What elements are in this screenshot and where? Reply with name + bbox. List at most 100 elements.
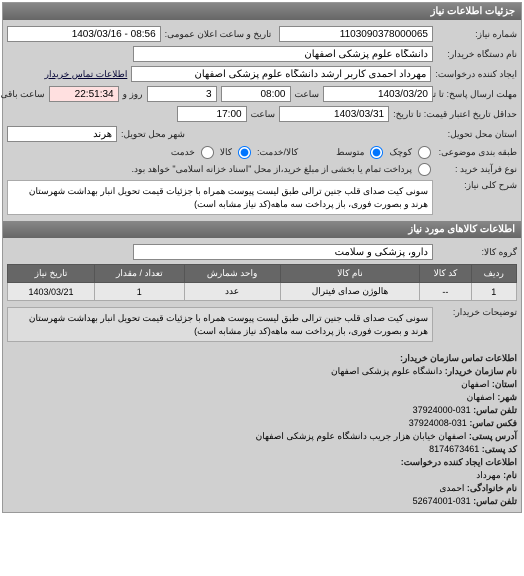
td-1: -- bbox=[420, 283, 471, 301]
row-buyer-org: نام دستگاه خریدار: bbox=[7, 44, 517, 64]
creator-phone-value: 031-52674001 bbox=[413, 496, 471, 506]
deadline-date-input[interactable] bbox=[323, 86, 433, 102]
th-1: کد کالا bbox=[420, 265, 471, 283]
pub-date-label: تاریخ و ساعت اعلان عمومی: bbox=[165, 29, 272, 40]
remain-label: ساعت باقی مانده bbox=[0, 89, 45, 100]
name-label: نام: bbox=[503, 470, 517, 480]
creator-header: اطلاعات ایجاد کننده درخواست: bbox=[401, 457, 517, 467]
th-5: تاریخ نیاز bbox=[8, 265, 95, 283]
request-no-label: شماره نیاز: bbox=[437, 29, 517, 40]
contact-org: نام سازمان خریدار: دانشگاه علوم پزشکی اص… bbox=[7, 365, 517, 378]
group-input[interactable] bbox=[133, 244, 433, 260]
contact-header: اطلاعات تماس سازمان خریدار: bbox=[400, 353, 517, 363]
contact-city: شهر: اصفهان bbox=[7, 391, 517, 404]
volume-label: طبقه بندی موضوعی: bbox=[437, 147, 517, 158]
row-location: استان محل تحویل: شهر محل تحویل: bbox=[7, 124, 517, 144]
goods-header: اطلاعات کالاهای مورد نیاز bbox=[3, 221, 521, 238]
family-value: احمدی bbox=[439, 483, 464, 493]
buyer-notes-text: سونی کیت صدای قلب جنین ترالی طبق لیست پی… bbox=[7, 307, 433, 342]
goods-table: ردیف کد کالا نام کالا واحد شمارش تعداد /… bbox=[7, 264, 517, 301]
province-value: اصفهان bbox=[461, 379, 489, 389]
row-group: گروه کالا: bbox=[7, 242, 517, 262]
requester-label: ایجاد کننده درخواست: bbox=[435, 69, 517, 80]
postal-label: کد پستی: bbox=[482, 444, 517, 454]
row-requester: ایجاد کننده درخواست: اطلاعات تماس خریدار bbox=[7, 64, 517, 84]
contact-address: آدرس پستی: اصفهان خیابان هزار جریب دانشگ… bbox=[7, 430, 517, 443]
city-input[interactable] bbox=[7, 126, 117, 142]
family-label: نام خانوادگی: bbox=[467, 483, 517, 493]
desc-title: شرح کلی نیاز: bbox=[437, 180, 517, 191]
radio-khedmat[interactable] bbox=[201, 146, 214, 159]
buyer-notes-label: توضیحات خریدار: bbox=[437, 307, 517, 318]
vol-opt1: کوچک bbox=[389, 147, 412, 158]
postal-value: 8174673461 bbox=[429, 444, 479, 454]
th-0: ردیف bbox=[471, 265, 516, 283]
contact-section: اطلاعات تماس سازمان خریدار: نام سازمان خ… bbox=[3, 348, 521, 512]
deadline-time-input[interactable] bbox=[221, 86, 291, 102]
city-value2: اصفهان bbox=[467, 392, 495, 402]
td-0: 1 bbox=[471, 283, 516, 301]
form-section: شماره نیاز: تاریخ و ساعت اعلان عمومی: نا… bbox=[3, 20, 521, 221]
contact-creator-phone: تلفن تماس: 031-52674001 bbox=[7, 495, 517, 508]
buyer-org-label: نام دستگاه خریدار: bbox=[437, 49, 517, 60]
days-input[interactable] bbox=[147, 86, 217, 102]
td-5: 1403/03/21 bbox=[8, 283, 95, 301]
main-panel: جزئیات اطلاعات نیاز شماره نیاز: تاریخ و … bbox=[2, 2, 522, 513]
contact-phone: تلفن تماس: 031-37924000 bbox=[7, 404, 517, 417]
fax-label: فکس تماس: bbox=[469, 418, 517, 428]
pub-date-input[interactable] bbox=[7, 26, 161, 42]
city-label2: شهر: bbox=[497, 392, 517, 402]
goods-section: گروه کالا: ردیف کد کالا نام کالا واحد شم… bbox=[3, 238, 521, 348]
row-process: نوع فرآیند خرید : پرداخت تمام یا بخشی از… bbox=[7, 161, 517, 178]
contact-province: استان: اصفهان bbox=[7, 378, 517, 391]
phone-label: تلفن تماس: bbox=[473, 405, 517, 415]
table-row[interactable]: 1 -- هالوژن صدای فیترال عدد 1 1403/03/21 bbox=[8, 283, 517, 301]
name-value: مهرداد bbox=[476, 470, 500, 480]
unit-label: کالا/خدمت: bbox=[257, 147, 298, 158]
remain-input[interactable] bbox=[49, 86, 119, 102]
process-label: نوع فرآیند خرید : bbox=[437, 164, 517, 175]
city-label: شهر محل تحویل: bbox=[121, 129, 185, 140]
province-label: استان: bbox=[492, 379, 517, 389]
deadline-label: مهلت ارسال پاسخ: تا تاریخ: bbox=[437, 89, 517, 100]
time-label-1: ساعت bbox=[295, 89, 320, 100]
row-request-no: شماره نیاز: تاریخ و ساعت اعلان عمومی: bbox=[7, 24, 517, 44]
th-3: واحد شمارش bbox=[184, 265, 280, 283]
requester-input[interactable] bbox=[131, 66, 431, 82]
unit-opt2: خدمت bbox=[171, 147, 195, 158]
desc-text: سونی کیت صدای قلب جنین ترالی طبق لیست پی… bbox=[7, 180, 433, 215]
vol-opt2: متوسط bbox=[336, 147, 364, 158]
row-radios: طبقه بندی موضوعی: کوچک متوسط کالا/خدمت: … bbox=[7, 144, 517, 161]
panel-title: جزئیات اطلاعات نیاز bbox=[3, 3, 521, 20]
fax-value: 031-37924008 bbox=[409, 418, 467, 428]
loc-label: استان محل تحویل: bbox=[437, 129, 517, 140]
creator-phone-label: تلفن تماس: bbox=[473, 496, 517, 506]
days-label: روز و bbox=[123, 89, 143, 100]
row-deadline: مهلت ارسال پاسخ: تا تاریخ: ساعت روز و سا… bbox=[7, 84, 517, 104]
request-no-input[interactable] bbox=[279, 26, 433, 42]
validity-time-input[interactable] bbox=[177, 106, 247, 122]
address-label: آدرس پستی: bbox=[469, 431, 517, 441]
validity-label: حداقل تاریخ اعتبار قیمت: تا تاریخ: bbox=[393, 109, 517, 120]
buyer-org-input[interactable] bbox=[133, 46, 433, 62]
contact-link[interactable]: اطلاعات تماس خریدار bbox=[45, 69, 128, 80]
phone-value: 031-37924000 bbox=[413, 405, 471, 415]
row-buyer-notes: توضیحات خریدار: سونی کیت صدای قلب جنین ت… bbox=[7, 305, 517, 344]
th-2: نام کالا bbox=[280, 265, 420, 283]
radio-medium[interactable] bbox=[370, 146, 383, 159]
contact-postal: کد پستی: 8174673461 bbox=[7, 443, 517, 456]
validity-date-input[interactable] bbox=[279, 106, 389, 122]
row-desc: شرح کلی نیاز: سونی کیت صدای قلب جنین ترا… bbox=[7, 178, 517, 217]
radio-kala[interactable] bbox=[238, 146, 251, 159]
radio-small[interactable] bbox=[418, 146, 431, 159]
td-2: هالوژن صدای فیترال bbox=[280, 283, 420, 301]
unit-opt1: کالا bbox=[220, 147, 232, 158]
time-label-2: ساعت bbox=[251, 109, 276, 120]
td-3: عدد bbox=[184, 283, 280, 301]
org-value: دانشگاه علوم پزشکی اصفهان bbox=[331, 366, 442, 376]
group-label: گروه کالا: bbox=[437, 247, 517, 258]
radio-process[interactable] bbox=[418, 163, 431, 176]
contact-family: نام خانوادگی: احمدی bbox=[7, 482, 517, 495]
address-value: اصفهان خیابان هزار جریب دانشگاه علوم پزش… bbox=[256, 431, 467, 441]
row-validity: حداقل تاریخ اعتبار قیمت: تا تاریخ: ساعت bbox=[7, 104, 517, 124]
